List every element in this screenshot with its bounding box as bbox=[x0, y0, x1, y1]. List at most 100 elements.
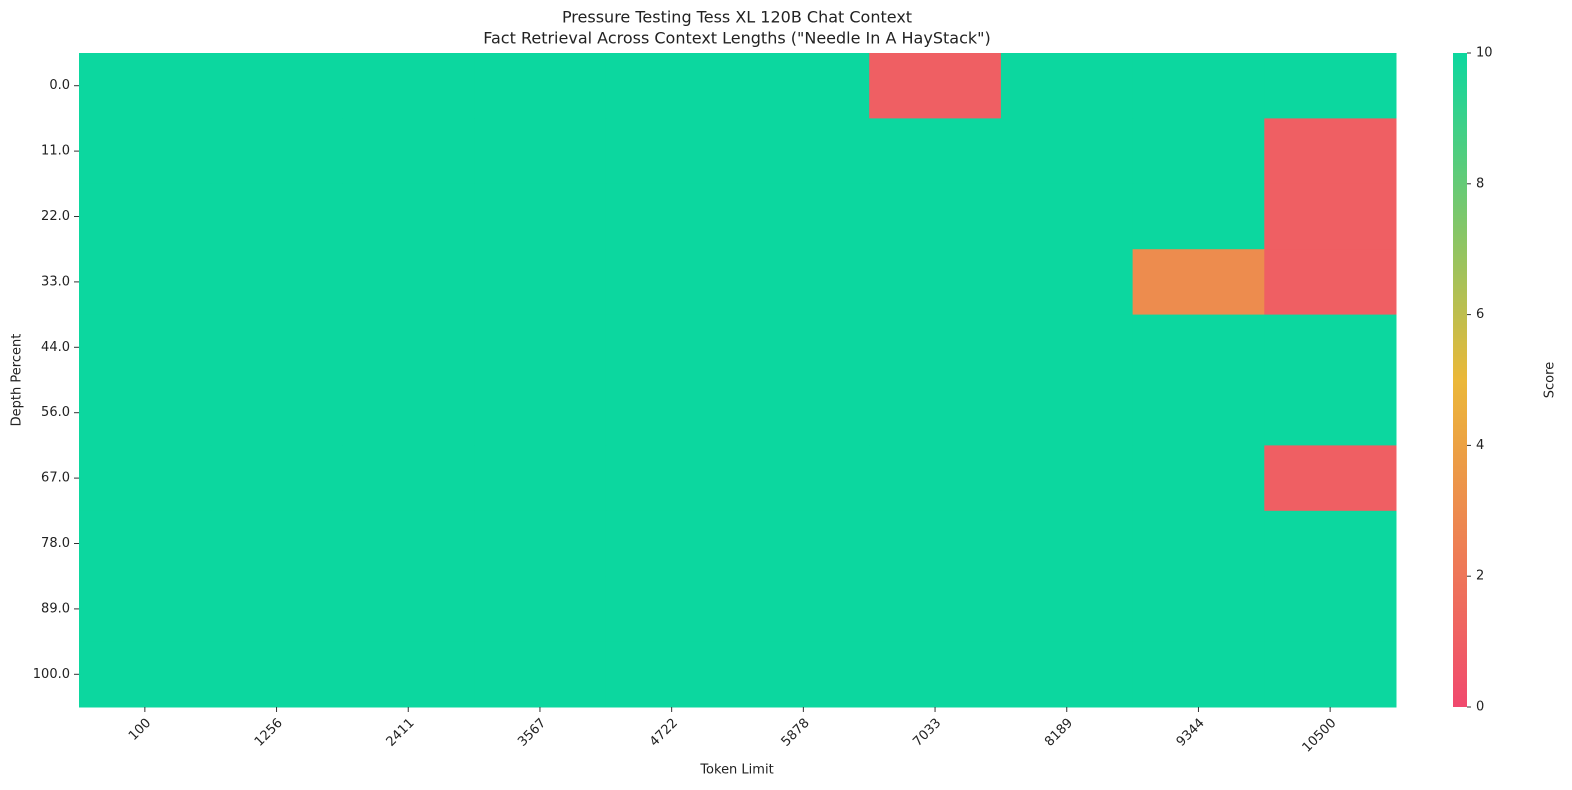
heatmap-cell bbox=[1132, 249, 1265, 316]
heatmap-cell bbox=[1000, 249, 1134, 316]
heatmap-cell bbox=[79, 576, 212, 643]
heatmap-cell bbox=[79, 641, 212, 708]
heatmap-cell bbox=[210, 510, 343, 577]
heatmap-cell bbox=[869, 445, 1002, 512]
heatmap-cell bbox=[1132, 118, 1265, 185]
heatmap-cell bbox=[79, 53, 212, 119]
heatmap-cell bbox=[737, 53, 870, 119]
heatmap-cell bbox=[869, 249, 1002, 316]
heatmap-cell bbox=[474, 445, 607, 512]
heatmap-cell bbox=[1264, 249, 1397, 316]
colorbar-label: Score bbox=[1543, 362, 1558, 398]
heatmap-cell bbox=[210, 576, 343, 643]
heatmap-cell bbox=[1132, 183, 1265, 250]
heatmap-cell bbox=[605, 53, 738, 119]
colorbar-tick-label: 8 bbox=[1476, 176, 1484, 191]
x-axis-label: Token Limit bbox=[699, 763, 773, 778]
heatmap-cell bbox=[605, 641, 738, 708]
heatmap-cell bbox=[342, 380, 475, 446]
heatmap-cell bbox=[1132, 53, 1265, 119]
x-tick-label: 5878 bbox=[779, 716, 813, 750]
heatmap-cell bbox=[474, 380, 607, 446]
heatmap-cell bbox=[210, 118, 343, 185]
heatmap-cell bbox=[1000, 510, 1134, 577]
heatmap-cell bbox=[605, 118, 738, 185]
heatmap-cell bbox=[869, 183, 1002, 250]
heatmap-cell bbox=[737, 183, 870, 250]
chart-subtitle: Fact Retrieval Across Context Lengths ("… bbox=[483, 29, 990, 48]
heatmap-cell bbox=[737, 380, 870, 446]
heatmap-cell bbox=[474, 314, 607, 381]
heatmap-cell bbox=[474, 249, 607, 316]
x-tick-label: 7033 bbox=[910, 716, 944, 750]
x-tick-label: 9344 bbox=[1174, 716, 1208, 750]
heatmap-cell bbox=[474, 641, 607, 708]
heatmap-cell bbox=[737, 510, 870, 577]
heatmap-cell bbox=[474, 510, 607, 577]
heatmap-cell bbox=[1132, 510, 1265, 577]
heatmap-cell bbox=[1264, 576, 1397, 643]
y-axis-label: Depth Percent bbox=[10, 334, 25, 427]
heatmap-cell bbox=[210, 314, 343, 381]
heatmap-cell bbox=[210, 641, 343, 708]
heatmap-cell bbox=[1000, 576, 1134, 643]
heatmap-cell bbox=[79, 445, 212, 512]
heatmap-cell bbox=[1132, 380, 1265, 446]
y-tick-label: 33.0 bbox=[41, 274, 70, 289]
heatmap-cell bbox=[210, 183, 343, 250]
heatmap-cell bbox=[1000, 183, 1134, 250]
heatmap-cell bbox=[79, 380, 212, 446]
x-tick-label: 100 bbox=[126, 716, 154, 744]
heatmap-cell bbox=[1264, 510, 1397, 577]
heatmap-cell bbox=[210, 53, 343, 119]
heatmap-cell bbox=[342, 576, 475, 643]
y-tick-label: 89.0 bbox=[41, 601, 70, 616]
heatmap-cell bbox=[1132, 641, 1265, 708]
heatmap-cell bbox=[737, 445, 870, 512]
heatmap-cell bbox=[474, 183, 607, 250]
heatmap-cell bbox=[737, 249, 870, 316]
heatmap-cell bbox=[1000, 641, 1134, 708]
heatmap-cell bbox=[1264, 53, 1397, 119]
y-tick-label: 78.0 bbox=[41, 536, 70, 551]
y-tick-label: 22.0 bbox=[41, 209, 70, 224]
heatmap-cell bbox=[869, 118, 1002, 185]
heatmap-cell bbox=[869, 576, 1002, 643]
heatmap-cell bbox=[1000, 53, 1134, 119]
heatmap-cell bbox=[342, 118, 475, 185]
heatmap-cell bbox=[1000, 314, 1134, 381]
heatmap-cell bbox=[1132, 445, 1265, 512]
heatmap-cell bbox=[210, 445, 343, 512]
heatmap-cell bbox=[79, 510, 212, 577]
heatmap-cell bbox=[1264, 641, 1397, 708]
heatmap-cell bbox=[79, 118, 212, 185]
x-tick-label: 8189 bbox=[1042, 716, 1076, 750]
heatmap-cell bbox=[1132, 576, 1265, 643]
heatmap-cell bbox=[342, 314, 475, 381]
colorbar-tick-label: 4 bbox=[1476, 438, 1484, 453]
heatmap-cell bbox=[1264, 118, 1397, 185]
x-tick-label: 4722 bbox=[647, 716, 681, 750]
heatmap-cell bbox=[342, 249, 475, 316]
heatmap-cell bbox=[605, 576, 738, 643]
y-tick-label: 100.0 bbox=[33, 667, 70, 682]
colorbar bbox=[1453, 53, 1467, 707]
x-tick-label: 2411 bbox=[384, 716, 418, 750]
y-tick-label: 0.0 bbox=[49, 78, 70, 93]
chart-title: Pressure Testing Tess XL 120B Chat Conte… bbox=[562, 8, 912, 27]
heatmap-cell bbox=[605, 445, 738, 512]
y-tick-label: 67.0 bbox=[41, 471, 70, 486]
heatmap-cell bbox=[1000, 445, 1134, 512]
heatmap-cell bbox=[605, 183, 738, 250]
heatmap-cell bbox=[869, 53, 1002, 119]
y-tick-label: 44.0 bbox=[41, 340, 70, 355]
colorbar-tick-label: 6 bbox=[1476, 307, 1484, 322]
y-tick-label: 56.0 bbox=[41, 405, 70, 420]
heatmap-cell bbox=[737, 576, 870, 643]
heatmap-cell bbox=[79, 183, 212, 250]
heatmap-cell bbox=[474, 576, 607, 643]
heatmap-cell bbox=[342, 510, 475, 577]
colorbar-tick-label: 2 bbox=[1476, 569, 1484, 584]
heatmap-cell bbox=[737, 118, 870, 185]
x-tick-label: 1256 bbox=[252, 716, 286, 750]
